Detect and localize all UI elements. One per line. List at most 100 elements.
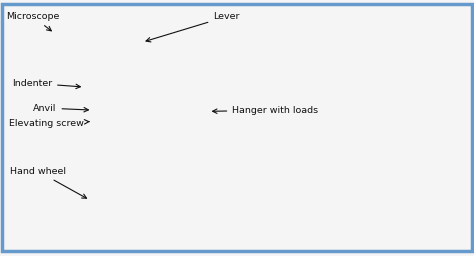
Polygon shape <box>39 23 69 46</box>
Ellipse shape <box>275 235 287 238</box>
Bar <box>308 165 323 168</box>
Bar <box>268 18 410 238</box>
Text: Elevating screw: Elevating screw <box>9 119 89 128</box>
Bar <box>307 128 324 131</box>
Ellipse shape <box>294 235 306 238</box>
Polygon shape <box>135 23 197 60</box>
Bar <box>317 46 323 60</box>
Polygon shape <box>69 23 197 32</box>
Circle shape <box>119 39 132 46</box>
Polygon shape <box>82 95 102 102</box>
Circle shape <box>410 48 427 57</box>
Circle shape <box>36 25 72 44</box>
Polygon shape <box>69 23 135 51</box>
Polygon shape <box>302 99 328 102</box>
Polygon shape <box>100 51 107 97</box>
Bar <box>307 155 324 158</box>
Text: B: B <box>112 116 120 127</box>
Bar <box>307 101 323 104</box>
Polygon shape <box>135 51 152 223</box>
Bar <box>309 143 322 146</box>
Bar <box>348 227 372 230</box>
Text: Lever: Lever <box>146 12 240 42</box>
Bar <box>275 33 344 44</box>
Bar <box>295 46 301 60</box>
Bar <box>308 140 322 143</box>
Polygon shape <box>107 116 114 202</box>
Ellipse shape <box>341 235 353 238</box>
Bar <box>274 46 280 60</box>
Bar <box>308 122 322 125</box>
Bar <box>308 113 322 116</box>
Ellipse shape <box>292 165 339 171</box>
Polygon shape <box>47 233 199 239</box>
Polygon shape <box>73 109 126 114</box>
Circle shape <box>47 31 60 38</box>
Circle shape <box>414 50 423 55</box>
Polygon shape <box>52 51 69 224</box>
Bar <box>202 174 214 183</box>
Text: Anvil: Anvil <box>33 103 89 113</box>
Bar <box>104 110 128 133</box>
Polygon shape <box>69 51 135 216</box>
Bar <box>307 107 324 110</box>
Polygon shape <box>69 51 197 60</box>
Ellipse shape <box>82 198 117 204</box>
Polygon shape <box>288 170 342 175</box>
Bar <box>280 198 334 209</box>
Polygon shape <box>73 114 126 116</box>
Bar <box>269 27 350 65</box>
Text: Indenter: Indenter <box>12 79 81 89</box>
Bar <box>307 134 324 137</box>
Bar <box>6 7 228 249</box>
Polygon shape <box>39 23 83 27</box>
Circle shape <box>41 28 66 41</box>
Polygon shape <box>47 221 199 228</box>
Bar <box>307 110 323 113</box>
Polygon shape <box>410 10 427 238</box>
Polygon shape <box>301 87 329 93</box>
Polygon shape <box>294 81 337 87</box>
Ellipse shape <box>284 95 346 102</box>
Bar <box>198 166 219 170</box>
Circle shape <box>414 82 427 89</box>
Polygon shape <box>39 23 53 50</box>
Ellipse shape <box>279 94 352 103</box>
Text: Hanger with loads: Hanger with loads <box>212 105 319 115</box>
Polygon shape <box>71 201 128 205</box>
Text: Hand wheel: Hand wheel <box>10 167 87 198</box>
Polygon shape <box>47 221 180 233</box>
Bar <box>198 171 219 175</box>
Circle shape <box>173 45 188 53</box>
Bar <box>69 33 81 38</box>
Bar <box>308 149 322 152</box>
Bar <box>307 131 324 134</box>
Bar <box>309 119 322 122</box>
Bar <box>88 173 107 184</box>
Circle shape <box>271 213 292 225</box>
Polygon shape <box>73 109 133 111</box>
Ellipse shape <box>288 172 343 179</box>
Circle shape <box>275 216 288 222</box>
Bar <box>358 225 364 233</box>
Bar <box>269 184 409 238</box>
Bar <box>308 125 323 128</box>
Ellipse shape <box>360 235 372 238</box>
Ellipse shape <box>71 197 128 205</box>
Bar <box>273 29 346 63</box>
Polygon shape <box>268 10 427 18</box>
Text: Microscope: Microscope <box>6 12 60 31</box>
Bar <box>307 158 324 162</box>
Polygon shape <box>47 221 66 239</box>
Polygon shape <box>83 51 100 95</box>
Bar <box>59 215 171 221</box>
Bar <box>229 7 470 249</box>
Bar <box>309 116 322 119</box>
Bar <box>338 46 344 60</box>
Bar <box>307 152 323 155</box>
Bar <box>307 104 324 107</box>
Bar <box>309 146 322 150</box>
Bar <box>307 162 323 165</box>
Bar <box>308 137 323 140</box>
Polygon shape <box>88 116 107 200</box>
